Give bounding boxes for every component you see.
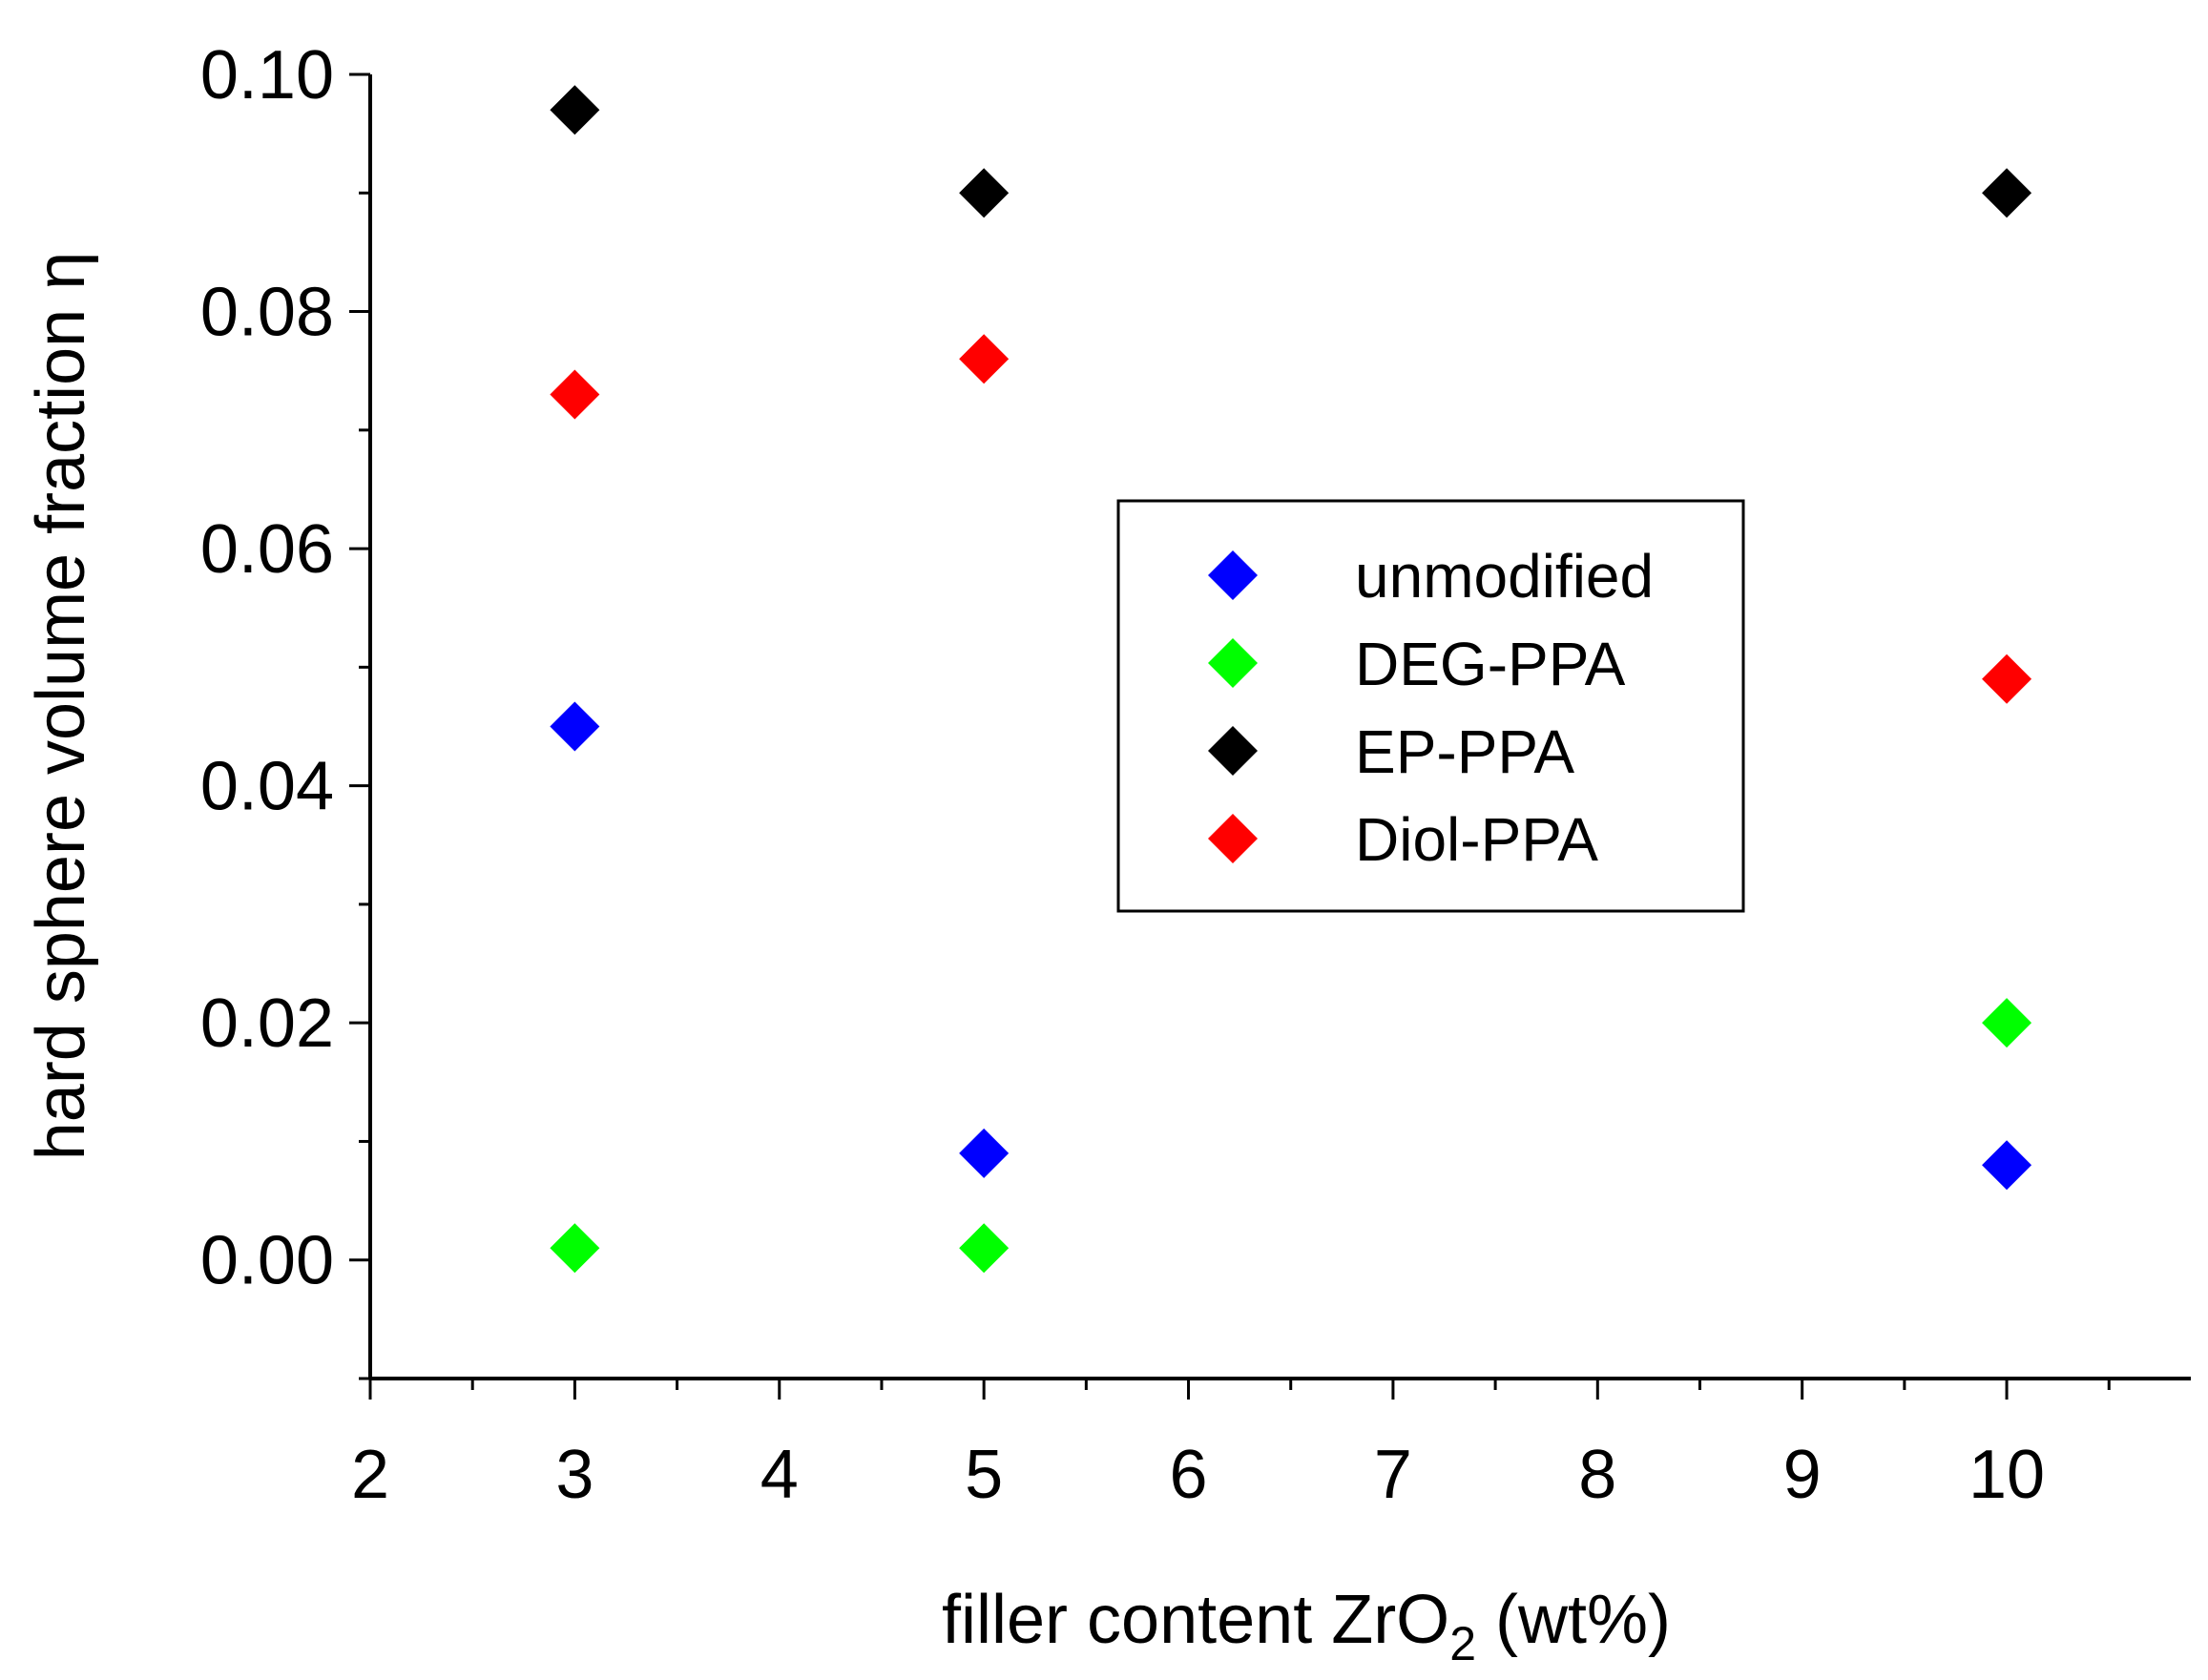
legend-label-deg-ppa: DEG-PPA [1355,630,1626,698]
data-point-diol-ppa [1982,653,2032,704]
y-tick-label: 0.08 [200,275,334,351]
legend-marker-diol-ppa [1208,814,1258,863]
x-tick-label: 5 [965,1437,1003,1513]
data-point-unmodified [1982,1140,2032,1191]
x-axis-title-suffix: (wt%) [1476,1582,1671,1658]
data-point-deg-ppa [1982,998,2032,1048]
y-tick-label: 0.10 [200,37,334,114]
y-tick-label: 0.00 [200,1223,334,1299]
x-axis-title: filler content ZrO2 (wt%) [942,1582,1671,1670]
data-point-ep-ppa [1982,168,2032,218]
x-tick-label: 9 [1783,1437,1822,1513]
data-point-unmodified [550,701,600,752]
x-tick-label: 6 [1170,1437,1208,1513]
x-tick-label: 8 [1578,1437,1616,1513]
legend: unmodified DEG-PPA EP-PPA Diol-PPA [1116,499,1745,913]
data-point-deg-ppa [550,1223,600,1274]
y-tick-label: 0.04 [200,749,334,825]
data-point-diol-ppa [550,369,600,420]
data-point-diol-ppa [959,334,1010,384]
x-axis-title-subscript: 2 [1449,1617,1476,1670]
data-point-deg-ppa [959,1223,1010,1274]
legend-label-ep-ppa: EP-PPA [1355,717,1574,786]
x-axis-ticks: 2 3 4 5 6 7 8 9 10 [351,1379,2111,1513]
data-point-ep-ppa [550,85,600,135]
y-tick-label: 0.06 [200,511,334,588]
y-axis-title: hard sphere volume fraction η [23,252,99,1161]
data-point-ep-ppa [959,168,1010,218]
data-markers [550,85,2032,1274]
y-axis-ticks: 0.00 0.02 0.04 0.06 0.08 0.10 [200,37,370,1380]
legend-label-diol-ppa: Diol-PPA [1355,805,1598,874]
legend-marker-deg-ppa [1208,638,1258,688]
x-tick-label: 7 [1374,1437,1412,1513]
x-tick-label: 10 [1968,1437,2045,1513]
legend-marker-ep-ppa [1208,726,1258,776]
axes [368,74,2191,1380]
x-tick-label: 3 [555,1437,594,1513]
legend-label-unmodified: unmodified [1355,542,1654,611]
x-tick-label: 2 [351,1437,389,1513]
x-tick-label: 4 [760,1437,799,1513]
data-point-unmodified [959,1128,1010,1178]
x-axis-title-main: filler content ZrO [942,1582,1449,1658]
legend-marker-unmodified [1208,550,1258,600]
y-tick-label: 0.02 [200,985,334,1062]
